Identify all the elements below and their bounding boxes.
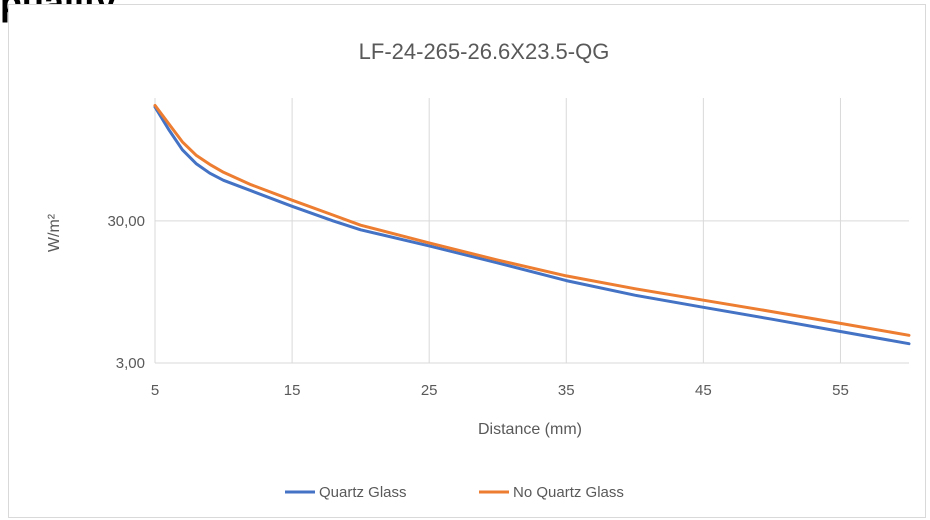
gridlines	[154, 98, 909, 364]
tick-labels: 5 15 25 35 45 55 3,00 30,00	[107, 213, 848, 399]
series-line	[153, 103, 911, 337]
legend-label: No Quartz Glass	[513, 484, 624, 501]
x-tick-label: 15	[284, 382, 301, 399]
chart-frame: LF-24-265-26.6X23.5-QG 5 15 25 35 45 55 3,00 30…	[8, 4, 926, 518]
x-tick-label: 35	[558, 382, 575, 399]
y-tick-label: 3,00	[116, 355, 145, 372]
legend-label: Quartz Glass	[319, 484, 407, 501]
x-tick-label: 25	[421, 382, 438, 399]
series-line	[153, 105, 911, 346]
y-axis-label: W/m²	[46, 213, 63, 252]
legend: Quartz Glass No Quartz Glass	[285, 484, 624, 501]
x-axis-label: Distance (mm)	[478, 421, 582, 438]
x-tick-label: 5	[151, 382, 159, 399]
x-tick-label: 55	[832, 382, 849, 399]
series-layer	[153, 103, 911, 346]
chart-title: LF-24-265-26.6X23.5-QG	[359, 39, 610, 64]
line-chart: LF-24-265-26.6X23.5-QG 5 15 25 35 45 55 3,00 30…	[46, 39, 911, 501]
y-tick-label: 30,00	[107, 213, 145, 230]
x-tick-label: 45	[695, 382, 712, 399]
